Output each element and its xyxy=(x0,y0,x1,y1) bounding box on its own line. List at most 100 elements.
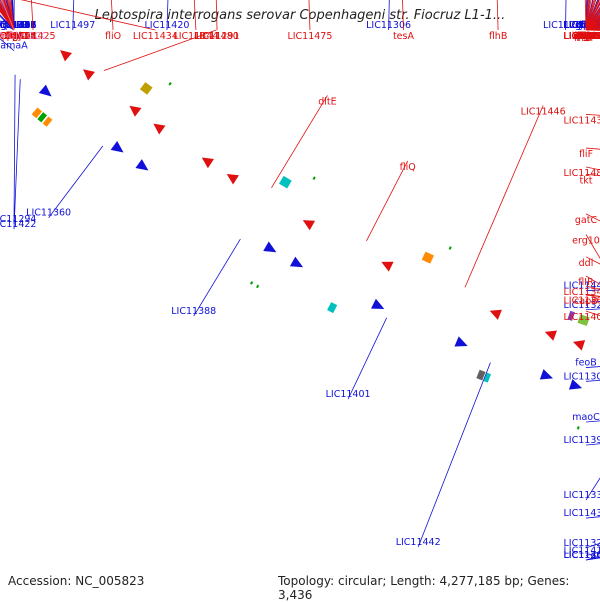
cog-feature-block xyxy=(476,369,486,381)
reverse-gene-label: flIN xyxy=(578,31,594,42)
reverse-gene-label: LIC11368 xyxy=(564,295,600,306)
forward-gene-label: LIC11360 xyxy=(26,208,71,219)
reverse-gene-label: xerD xyxy=(575,31,597,42)
forward-gene-label: LIC11448 xyxy=(564,20,600,31)
reverse-gene-leader xyxy=(366,160,409,242)
reverse-gene-label: fliQ xyxy=(400,162,416,173)
forward-gene-label: LIC11396 xyxy=(564,435,600,446)
reverse-gene-arrow xyxy=(489,309,502,320)
reverse-gene-label: metK xyxy=(573,31,599,42)
reverse-gene-label: LIC11398 xyxy=(564,31,600,42)
forward-gene-label: LIC11430 xyxy=(564,508,600,519)
forward-gene-arrow xyxy=(38,84,52,97)
reverse-gene-label: hisD xyxy=(576,31,597,42)
reverse-gene-leader xyxy=(585,234,600,259)
reverse-gene-arrow xyxy=(381,261,394,272)
reverse-gene-label: fliO xyxy=(105,31,121,42)
reverse-gene-leader xyxy=(308,0,311,31)
reverse-gene-leader xyxy=(585,147,600,150)
cog-feature-block xyxy=(42,116,53,127)
forward-gene-leader xyxy=(417,362,491,548)
forward-gene-label: LIC11443 xyxy=(564,281,600,292)
reverse-gene-arrow xyxy=(544,330,557,341)
forward-gene-label: LIC11441 xyxy=(0,20,36,31)
forward-gene-label: LIC11362 xyxy=(564,550,600,561)
reverse-gene-label: LIC11379 xyxy=(0,31,36,42)
reverse-gene-arrow xyxy=(153,123,166,135)
reverse-gene-leader xyxy=(271,95,328,188)
forward-gene-label: LIC11345 xyxy=(564,20,600,31)
forward-gene-label: LIC11413 xyxy=(564,20,600,31)
forward-gene-leader xyxy=(347,317,388,400)
gene-labels: LIC11256 LIC11264 LIC11273LIC11283LIC11284… xyxy=(0,0,600,561)
reverse-gene-arrow xyxy=(129,105,142,117)
forward-gene-label: LIC11334 xyxy=(564,20,600,31)
reverse-gene-label: clpP xyxy=(4,31,24,42)
forward-gene-label: LIC11421 xyxy=(0,20,36,31)
forward-gene-label: feoB xyxy=(575,358,597,369)
reverse-gene-leader xyxy=(103,29,217,72)
forward-gene-label: LIC11403 xyxy=(564,20,600,31)
reverse-gene-arrow xyxy=(302,220,316,231)
cog-feature-block xyxy=(37,112,48,123)
cog-feature-block xyxy=(576,426,580,430)
forward-gene-label: LIC11256 xyxy=(0,20,36,31)
forward-gene-label: LIC11463 xyxy=(0,20,36,31)
reverse-gene-arrow xyxy=(201,157,214,169)
forward-gene-label: LIC11466 xyxy=(564,550,600,561)
reverse-gene-label: flIP xyxy=(579,31,594,42)
reverse-gene-label: LIC11434 xyxy=(133,31,178,42)
forward-gene-label: LIC11273 xyxy=(564,20,600,31)
reverse-gene-label: tig xyxy=(580,31,592,42)
forward-gene-label: LIC11343 xyxy=(564,20,600,31)
forward-gene-arrow xyxy=(568,379,583,390)
cog-feature-block xyxy=(567,310,575,321)
forward-gene-label: LIC11422 xyxy=(0,219,36,230)
reverse-gene-label: LIC11344 xyxy=(173,31,218,42)
forward-gene-label: LIC11294 xyxy=(0,214,36,225)
reverse-gene-label: map xyxy=(575,31,596,42)
reverse-gene-label: LIC11490 xyxy=(0,31,36,42)
cog-feature-block xyxy=(421,251,434,264)
forward-gene-label: LIC11399 xyxy=(564,20,600,31)
forward-gene-label: LIC11412 xyxy=(564,20,600,31)
scale-ticks: 1500 kbp1550 kbp1600 kbp1650 kbp1700 kbp… xyxy=(0,0,600,368)
reverse-gene-label: erg3 xyxy=(575,31,597,42)
reverse-gene-label: flgH xyxy=(576,31,595,42)
forward-gene-label: LIC11301 xyxy=(564,20,600,31)
reverse-gene-label: LIC11409 xyxy=(0,31,36,42)
feature-tracks xyxy=(31,50,590,430)
reverse-gene-label: LIC11395 xyxy=(0,31,36,42)
reverse-gene-label: LIC11341 xyxy=(0,31,36,42)
reverse-gene-label: LIC11474 xyxy=(564,31,600,42)
forward-gene-label: LIC11497 xyxy=(50,20,95,31)
reverse-gene-label: fkp xyxy=(579,31,594,42)
forward-gene-label: LIC11432 xyxy=(564,20,600,31)
reverse-gene-label: flgA xyxy=(577,31,596,42)
reverse-gene-label: dpm xyxy=(575,31,596,42)
reverse-gene-label: LIC11305 xyxy=(564,31,600,42)
forward-gene-leader xyxy=(13,74,16,225)
reverse-gene-leader xyxy=(464,105,544,288)
reverse-gene-label: ilvH xyxy=(577,31,595,42)
reverse-gene-label: capB xyxy=(574,296,598,307)
forward-gene-label: LIC11397 xyxy=(0,20,36,31)
forward-gene-label: LIC11363 xyxy=(564,20,600,31)
cog-feature-block xyxy=(312,176,316,180)
reverse-gene-label: LIC11351 xyxy=(0,31,36,42)
reverse-gene-leader xyxy=(21,0,156,31)
cog-feature-block xyxy=(577,314,590,326)
forward-gene-label: LIC11320 xyxy=(564,300,600,311)
reverse-gene-leader xyxy=(585,173,600,177)
forward-gene-label: LIC11449 xyxy=(564,20,600,31)
forward-gene-label: LIC11436 xyxy=(564,20,600,31)
forward-gene-leader xyxy=(13,79,21,230)
forward-gene-arrow xyxy=(135,159,149,171)
forward-gene-label: LIC11442 xyxy=(396,537,441,548)
reverse-gene-label: flIR xyxy=(578,277,594,288)
forward-gene-label: LIC11306 xyxy=(366,20,411,31)
forward-gene-label: LIC11400 xyxy=(564,20,600,31)
forward-gene-label: LIC11322 xyxy=(564,538,600,549)
cog-feature-block xyxy=(279,175,292,189)
reverse-gene-label: LIC11323 xyxy=(0,31,36,42)
